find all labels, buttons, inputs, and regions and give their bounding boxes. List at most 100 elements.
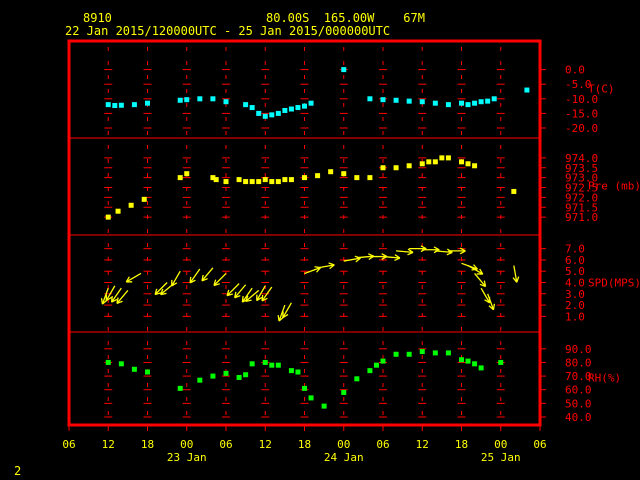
pressure-point xyxy=(223,179,229,185)
y-tick-label: -15.0 xyxy=(565,107,598,120)
wind-vector xyxy=(467,265,484,275)
temperature-point xyxy=(184,97,190,103)
x-tick-label: 18 xyxy=(298,438,311,451)
pressure-point xyxy=(341,171,347,177)
pressure-point xyxy=(210,175,216,181)
y-tick-label: 971.0 xyxy=(565,211,598,224)
wind-vector-head xyxy=(171,282,178,287)
temperature-point xyxy=(419,99,425,105)
wind-vector xyxy=(282,302,292,319)
pressure-point xyxy=(184,171,190,177)
wind-vector xyxy=(100,287,109,305)
pressure-point xyxy=(445,155,451,161)
wind-vector xyxy=(189,268,201,284)
x-tick-label: 00 xyxy=(494,438,507,451)
y-tick-label: -5.0 xyxy=(565,78,592,91)
time-range: 22 Jan 2015/120000UTC - 25 Jan 2015/0000… xyxy=(65,24,391,38)
y-tick-label: 40.0 xyxy=(565,411,592,424)
humidity-point xyxy=(131,366,137,372)
temperature-point xyxy=(367,96,373,102)
wind-vector-head xyxy=(201,274,204,281)
temperature-point xyxy=(341,67,347,73)
humidity-point xyxy=(288,368,294,374)
wind-vector-head xyxy=(459,247,466,252)
wind-vector-head xyxy=(479,283,486,288)
y-tick-label: 2.0 xyxy=(565,299,585,312)
temperature-point xyxy=(118,102,124,108)
pressure-point xyxy=(393,165,399,171)
wind-vector-head xyxy=(459,250,466,255)
wind-vector-head xyxy=(394,254,401,259)
wind-vector-head xyxy=(492,303,496,310)
temperature-point xyxy=(406,98,412,104)
temperature-point xyxy=(472,100,478,106)
humidity-point xyxy=(243,372,249,378)
pressure-point xyxy=(275,179,281,185)
temperature-point xyxy=(288,106,294,112)
wind-vector-head xyxy=(368,253,375,257)
temperature-point xyxy=(197,96,203,102)
wind-vector-head xyxy=(116,297,119,304)
humidity-point xyxy=(118,361,124,367)
x-tick-label: 06 xyxy=(62,438,75,451)
wind-vector-shaft xyxy=(317,264,335,269)
humidity-point xyxy=(105,359,111,365)
y-tick-label: 3.0 xyxy=(565,288,585,301)
humidity-point xyxy=(373,362,379,368)
humidity-point xyxy=(478,365,484,371)
wind-vector-head xyxy=(328,262,335,266)
temperature-point xyxy=(269,112,275,118)
humidity-point xyxy=(465,358,471,364)
wind-vector-shaft xyxy=(343,257,361,262)
wind-vector-head xyxy=(516,276,520,283)
pressure-point xyxy=(511,188,517,194)
wind-vector-head xyxy=(241,296,244,303)
temperature-point xyxy=(243,102,249,108)
wind-vector-head xyxy=(226,289,230,296)
temperature-point xyxy=(308,100,314,106)
wind-vector-shaft xyxy=(435,250,453,254)
wind-vector-shaft xyxy=(261,286,273,302)
temperature-point xyxy=(210,96,216,102)
y-tick-label: 70.0 xyxy=(565,370,592,383)
humidity-point xyxy=(197,377,203,383)
pressure-point xyxy=(426,159,432,165)
pressure-point xyxy=(249,179,255,185)
wind-vector xyxy=(382,254,401,262)
y-tick-label: 6.0 xyxy=(565,254,585,267)
pressure-point xyxy=(256,179,262,185)
wind-vector-head xyxy=(483,280,487,287)
y-tick-label: 5.0 xyxy=(565,265,585,278)
wind-vector-head xyxy=(420,245,427,250)
pressure-point xyxy=(472,163,478,169)
wind-vector-shaft xyxy=(245,289,260,302)
wind-vector-shaft xyxy=(116,289,129,304)
wind-vector-shaft xyxy=(474,273,487,287)
y-tick-label: 80.0 xyxy=(565,356,592,369)
wind-vector-head xyxy=(433,246,440,251)
wind-vector-head xyxy=(484,299,490,304)
pressure-point xyxy=(465,161,471,167)
pressure-point xyxy=(380,165,386,171)
wind-vector-head xyxy=(473,264,478,270)
y-tick-label: 973.5 xyxy=(565,162,598,175)
wind-vector xyxy=(409,245,427,253)
temperature-point xyxy=(445,102,451,108)
wind-vector-shaft xyxy=(171,270,181,287)
wind-vector-head xyxy=(245,295,249,302)
y-tick-label: 90.0 xyxy=(565,343,592,356)
y-tick-label: -10.0 xyxy=(565,93,598,106)
wind-vector-head xyxy=(154,288,158,295)
humidity-point xyxy=(472,361,478,367)
x-tick-label: 12 xyxy=(102,438,115,451)
humidity-point xyxy=(393,351,399,357)
humidity-point xyxy=(145,369,150,375)
pressure-point xyxy=(354,175,360,181)
humidity-point xyxy=(223,370,229,376)
y-tick-label: 972.5 xyxy=(565,182,598,195)
temperature-point xyxy=(223,99,229,105)
wind-vector xyxy=(125,272,142,283)
wind-vector-head xyxy=(256,296,263,302)
wind-vector xyxy=(396,248,414,256)
humidity-point xyxy=(308,395,314,401)
